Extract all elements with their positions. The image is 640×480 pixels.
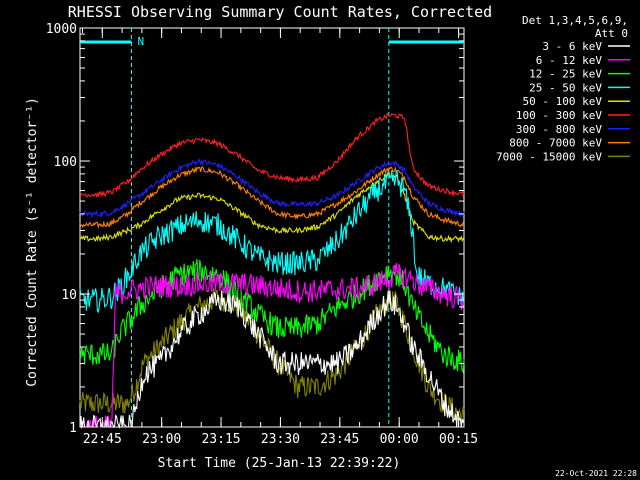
night-label: N [137, 35, 144, 48]
series-lines [79, 112, 465, 430]
generation-timestamp: 22-Oct-2021 22:28 [555, 469, 637, 478]
chart-title: RHESSI Observing Summary Count Rates, Co… [68, 3, 492, 21]
series-line-6-12-kev [80, 262, 465, 428]
series-line-800-7000-kev [79, 166, 465, 230]
series-line-300-800-kev [79, 157, 465, 219]
legend-label-800-7000-kev: 800 - 7000 keV [509, 137, 602, 150]
axes: 1 10 100 1000 22:45 23:00 23:15 23:30 23:45 00:00… [46, 22, 478, 447]
x-tick-label: 00:15 [439, 432, 478, 447]
series-line-7000-15000-kev [79, 288, 465, 426]
legend-label-50-100-kev: 50 - 100 keV [523, 95, 603, 108]
x-axis-label: Start Time (25-Jan-13 22:39:22) [158, 456, 401, 471]
y-tick-label: 10 [61, 288, 77, 303]
x-tick-label: 23:30 [261, 432, 300, 447]
legend-label-3-6-kev: 3 - 6 keV [542, 40, 602, 53]
legend-label-300-800-kev: 300 - 800 keV [516, 123, 602, 136]
legend-label-25-50-kev: 25 - 50 keV [529, 81, 602, 94]
y-tick-label: 1 [69, 421, 77, 436]
x-tick-label: 23:15 [201, 432, 240, 447]
x-tick-label: 23:45 [320, 432, 359, 447]
legend-label-6-12-kev: 6 - 12 keV [536, 54, 603, 67]
y-tick-label: 1000 [46, 22, 77, 37]
series-line-3-6-kev [79, 290, 465, 430]
y-axis-label: Corrected Count Rate (s⁻¹ detector⁻¹) [25, 97, 40, 387]
legend-label-7000-15000-kev: 7000 - 15000 keV [496, 150, 602, 163]
x-tick-label: 22:45 [83, 432, 122, 447]
night-intervals: N [80, 28, 464, 427]
plot-frame [79, 27, 465, 428]
x-tick-label: 23:00 [142, 432, 181, 447]
series-line-100-300-kev [79, 112, 465, 199]
legend-header-attenuator: Att 0 [595, 27, 628, 40]
legend-label-100-300-kev: 100 - 300 keV [516, 109, 602, 122]
legend-label-12-25-kev: 12 - 25 keV [529, 68, 602, 81]
legend-header-detectors: Det 1,3,4,5,6,9, [522, 14, 628, 27]
plot-area: N 1 10 100 1000 22:45 23:00 23:15 23:30 23:45 00:… [46, 22, 478, 447]
y-tick-label: 100 [54, 155, 77, 170]
x-tick-label: 00:00 [380, 432, 419, 447]
series-line-25-50-kev [79, 169, 465, 314]
